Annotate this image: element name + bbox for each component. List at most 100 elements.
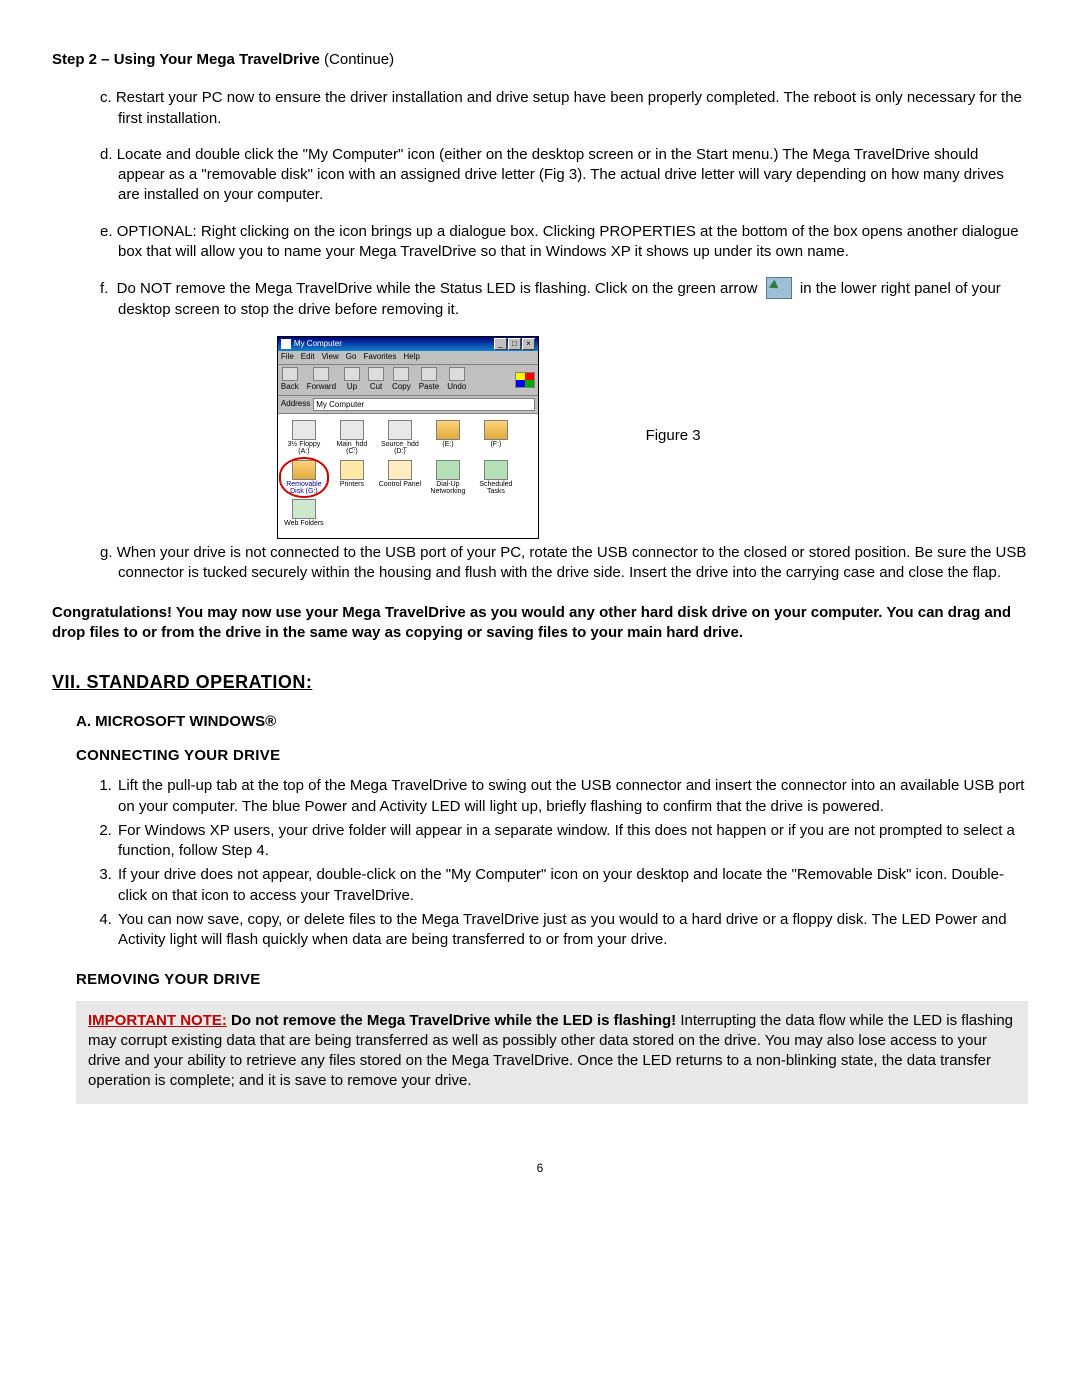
drive-glyph-icon [388,460,412,480]
drive-label: Source_hdd (D:) [378,441,422,456]
menu-file: File [281,352,294,363]
connect-item-3: If your drive does not appear, double-cl… [116,865,1028,906]
step2-heading-cont: (Continue) [324,51,394,68]
connecting-list: Lift the pull-up tab at the top of the M… [52,776,1028,950]
drive-label: Dial-Up Networking [426,481,470,496]
step2-list-cont: g. When your drive is not connected to t… [52,543,1028,584]
menu-favorites: Favorites [363,352,396,363]
windows-logo-icon [515,372,535,388]
menu-view: View [322,352,339,363]
tb-cut-icon [368,367,384,381]
note-lead: IMPORTANT NOTE: [88,1012,227,1029]
tb-back-icon [282,367,298,381]
maximize-icon: □ [508,338,521,350]
drive-glyph-icon [340,460,364,480]
tb-up-icon [344,367,360,381]
step2-heading: Step 2 – Using Your Mega TravelDrive (Co… [52,50,1028,70]
drive-icon: Removable Disk (G:) [282,460,326,496]
drive-icon: Scheduled Tasks [474,460,518,496]
step2-list: c. Restart your PC now to ensure the dri… [52,88,1028,320]
page-number: 6 [52,1160,1028,1176]
step2-item-d-text: Locate and double click the "My Computer… [117,146,1004,204]
drive-glyph-icon [292,460,316,480]
drive-label: Removable Disk (G:) [282,481,326,496]
drive-glyph-icon [292,420,316,440]
tb-cut: Cut [370,382,382,393]
note-bold: Do not remove the Mega TravelDrive while… [227,1012,676,1029]
minimize-icon: _ [494,338,507,350]
figure3-titlebar: My Computer _□× [278,337,538,351]
drive-icon: Source_hdd (D:) [378,420,422,456]
tb-undo: Undo [447,382,466,393]
window-control-buttons: _□× [493,338,535,350]
step2-item-g-text: When your drive is not connected to the … [117,544,1027,581]
drive-icon: Web Folders [282,499,326,527]
drive-label: Main_hdd (C:) [330,441,374,456]
step2-item-e: e. OPTIONAL: Right clicking on the icon … [100,222,1028,263]
drive-glyph-icon [484,420,508,440]
step2-heading-bold: Step 2 – Using Your Mega TravelDrive [52,51,324,68]
drive-label: Web Folders [284,520,324,527]
address-label: Address [281,399,310,410]
step2-item-c-text: Restart your PC now to ensure the driver… [116,89,1022,126]
drive-icon: (F:) [474,420,518,456]
figure3-window: My Computer _□× File Edit View Go Favori… [277,336,539,538]
step2-item-e-text: OPTIONAL: Right clicking on the icon bri… [117,223,1019,260]
section-vii-title: VII. STANDARD OPERATION: [52,670,1028,694]
important-note-box: IMPORTANT NOTE: Do not remove the Mega T… [76,1001,1028,1104]
figure3-menubar: File Edit View Go Favorites Help [278,351,538,365]
connect-item-2: For Windows XP users, your drive folder … [116,821,1028,862]
drive-icon: (E:) [426,420,470,456]
menu-help: Help [403,352,419,363]
figure3-toolbar: Back Forward Up Cut Copy Paste Undo [278,365,538,396]
tb-back: Back [281,382,299,393]
tb-paste-icon [421,367,437,381]
drive-icon: Control Panel [378,460,422,496]
tb-copy: Copy [392,382,411,393]
mycomputer-icon [281,339,291,349]
drive-glyph-icon [388,420,412,440]
drive-label: 3½ Floppy (A:) [282,441,326,456]
address-input [313,398,535,411]
subsection-a: A. MICROSOFT WINDOWS® [76,712,1028,732]
connect-item-1: Lift the pull-up tab at the top of the M… [116,776,1028,817]
tb-undo-icon [449,367,465,381]
connecting-heading: CONNECTING YOUR DRIVE [76,746,1028,766]
tb-up: Up [347,382,357,393]
tb-fwd-icon [313,367,329,381]
drive-icon: Main_hdd (C:) [330,420,374,456]
figure3-addressbar: Address [278,396,538,414]
tb-copy-icon [393,367,409,381]
figure3-body: 3½ Floppy (A:) Main_hdd (C:) Source_hdd (D… [278,414,538,538]
tb-paste: Paste [419,382,439,393]
tb-fwd: Forward [307,382,336,393]
menu-go: Go [346,352,357,363]
menu-edit: Edit [301,352,315,363]
drive-icon: 3½ Floppy (A:) [282,420,326,456]
drive-icon: Printers [330,460,374,496]
step2-item-g: g. When your drive is not connected to t… [100,543,1028,584]
drive-label: (F:) [490,441,501,448]
drive-label: (E:) [442,441,453,448]
figure3-title-text: My Computer [294,339,342,350]
figure3-wrap: My Computer _□× File Edit View Go Favori… [52,336,1028,538]
congrats-text: Congratulations! You may now use your Me… [52,603,1028,644]
drive-icon: Dial-Up Networking [426,460,470,496]
removing-heading: REMOVING YOUR DRIVE [76,970,1028,990]
drive-glyph-icon [436,460,460,480]
step2-item-f: f. Do NOT remove the Mega TravelDrive wh… [100,278,1028,320]
drive-label: Printers [340,481,364,488]
drive-glyph-icon [436,420,460,440]
drive-glyph-icon [292,499,316,519]
drive-glyph-icon [340,420,364,440]
safely-remove-icon [766,277,792,299]
step2-item-c: c. Restart your PC now to ensure the dri… [100,88,1028,129]
step2-item-f-pre: Do NOT remove the Mega TravelDrive while… [117,280,758,297]
drive-glyph-icon [484,460,508,480]
close-icon: × [522,338,535,350]
figure3-caption: Figure 3 [543,426,803,446]
drive-label: Control Panel [379,481,421,488]
drive-label: Scheduled Tasks [474,481,518,496]
step2-item-d: d. Locate and double click the "My Compu… [100,145,1028,206]
connect-item-4: You can now save, copy, or delete files … [116,910,1028,951]
